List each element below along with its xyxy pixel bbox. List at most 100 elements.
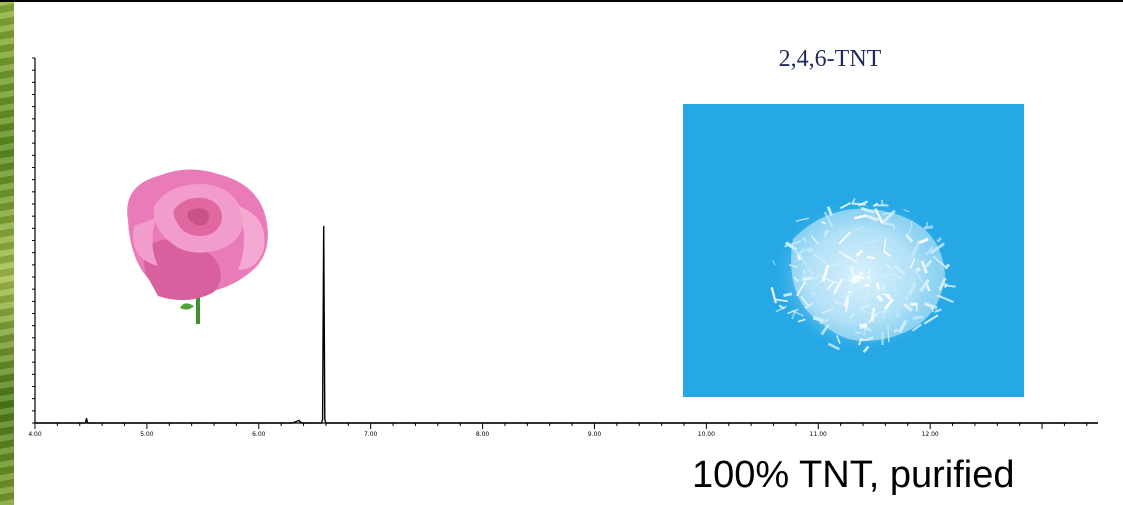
crystal-flake <box>881 331 884 346</box>
crystal-flake <box>876 273 890 279</box>
crystal-flake <box>775 305 787 313</box>
crystal-flake <box>799 247 812 254</box>
crystal-flake <box>931 307 934 313</box>
crystal-flake <box>856 271 869 280</box>
crystal-flake <box>825 278 838 284</box>
crystal-flake <box>812 316 824 323</box>
crystal-flake <box>857 295 867 299</box>
decorative-leaf-strip <box>0 0 14 505</box>
crystal-flake <box>905 295 908 302</box>
crystal-flake <box>855 249 864 257</box>
crystal-flake <box>783 292 793 298</box>
crystal-flake <box>883 250 892 258</box>
crystal-flake <box>882 212 895 215</box>
crystal-flake <box>827 342 841 351</box>
crystal-flake <box>859 339 866 341</box>
crystal-flake <box>819 318 829 325</box>
crystal-flake <box>883 238 887 253</box>
x-axis-ticks <box>34 423 1088 429</box>
crystal-flake <box>870 307 876 322</box>
crystal-flake <box>836 335 841 344</box>
crystal-flake <box>811 291 816 295</box>
tnt-crystals-image <box>683 104 1024 397</box>
crystal-flake <box>837 274 840 280</box>
crystal-flake <box>924 301 938 310</box>
crystal-flake <box>839 294 852 298</box>
crystal-flake <box>795 217 810 222</box>
x-tick-label: 11.00 <box>810 431 827 438</box>
crystal-flake <box>784 241 798 252</box>
crystal-flake <box>875 250 881 256</box>
crystal-flake <box>915 267 921 273</box>
crystal-flake <box>885 263 893 270</box>
crystal-flake <box>862 322 868 328</box>
crystal-flake <box>925 221 929 229</box>
crystal-flake <box>909 258 916 269</box>
crystal-flake <box>876 294 884 302</box>
crystal-flake <box>882 311 886 320</box>
tnt-crystals-graphic <box>770 197 956 354</box>
crystal-flake <box>923 259 933 270</box>
crystal-flake <box>802 269 808 286</box>
x-tick-label: 4.00 <box>28 431 42 438</box>
crystal-flake <box>778 304 786 310</box>
crystal-flake <box>833 278 844 294</box>
crystal-flake <box>893 328 899 334</box>
crystal-flake <box>929 242 945 255</box>
crystal-flake <box>852 226 864 232</box>
crystal-flake <box>909 302 918 307</box>
crystal-flake <box>887 325 890 343</box>
crystal-flake <box>877 309 888 315</box>
crystal-flake <box>912 315 924 320</box>
crystal-flake <box>807 268 815 275</box>
crystal-flake <box>839 202 851 210</box>
crystal-flake <box>883 298 895 311</box>
rose-image <box>127 169 268 324</box>
crystal-flake <box>904 233 914 243</box>
crystal-flake <box>787 308 799 315</box>
x-tick-label: 8.00 <box>476 431 490 438</box>
crystal-flake <box>911 323 923 332</box>
crystal-flake <box>820 274 823 285</box>
compound-label: 2,4,6-TNT <box>778 46 882 72</box>
crystal-flake <box>944 263 951 270</box>
crystal-flake <box>863 290 871 306</box>
crystal-flake <box>925 246 934 256</box>
series-line-0 <box>35 225 1098 424</box>
crystal-flake <box>914 269 923 282</box>
crystal-flake <box>882 222 894 226</box>
crystal-flake <box>903 208 910 213</box>
crystal-flake <box>932 255 947 269</box>
crystal-flake <box>894 286 896 293</box>
crystal-flake <box>812 252 828 264</box>
crystal-flake <box>864 213 879 222</box>
x-tick-label: 7.00 <box>364 431 378 438</box>
crystal-flake <box>791 309 797 320</box>
crystal-flake <box>793 276 799 282</box>
crystal-flake <box>885 293 892 301</box>
x-tick-label: 5.00 <box>140 431 154 438</box>
crystal-flake <box>862 345 870 353</box>
crystal-flake <box>796 254 802 261</box>
crystal-flake <box>840 285 857 291</box>
crystal-flake <box>852 202 866 206</box>
crystal-flake <box>890 273 903 280</box>
crystal-flake <box>844 255 858 264</box>
crystal-flake <box>826 281 835 291</box>
crystal-flake <box>890 279 899 281</box>
x-tick-label: 9.00 <box>588 431 602 438</box>
crystal-flake <box>830 262 845 267</box>
crystal-flake <box>801 276 813 282</box>
crystal-flake <box>840 265 850 272</box>
crystal-flakes <box>770 197 956 353</box>
crystal-flake <box>938 277 947 291</box>
crystal-flake <box>795 250 801 257</box>
crystal-flake <box>773 298 788 303</box>
crystal-flake <box>849 273 862 283</box>
crystal-flake <box>821 221 826 225</box>
crystal-flake <box>804 302 814 310</box>
x-tick-label: 10.00 <box>698 431 715 438</box>
crystal-flake <box>772 260 776 266</box>
crystal-flake <box>870 285 886 298</box>
crystal-flake <box>848 312 856 319</box>
